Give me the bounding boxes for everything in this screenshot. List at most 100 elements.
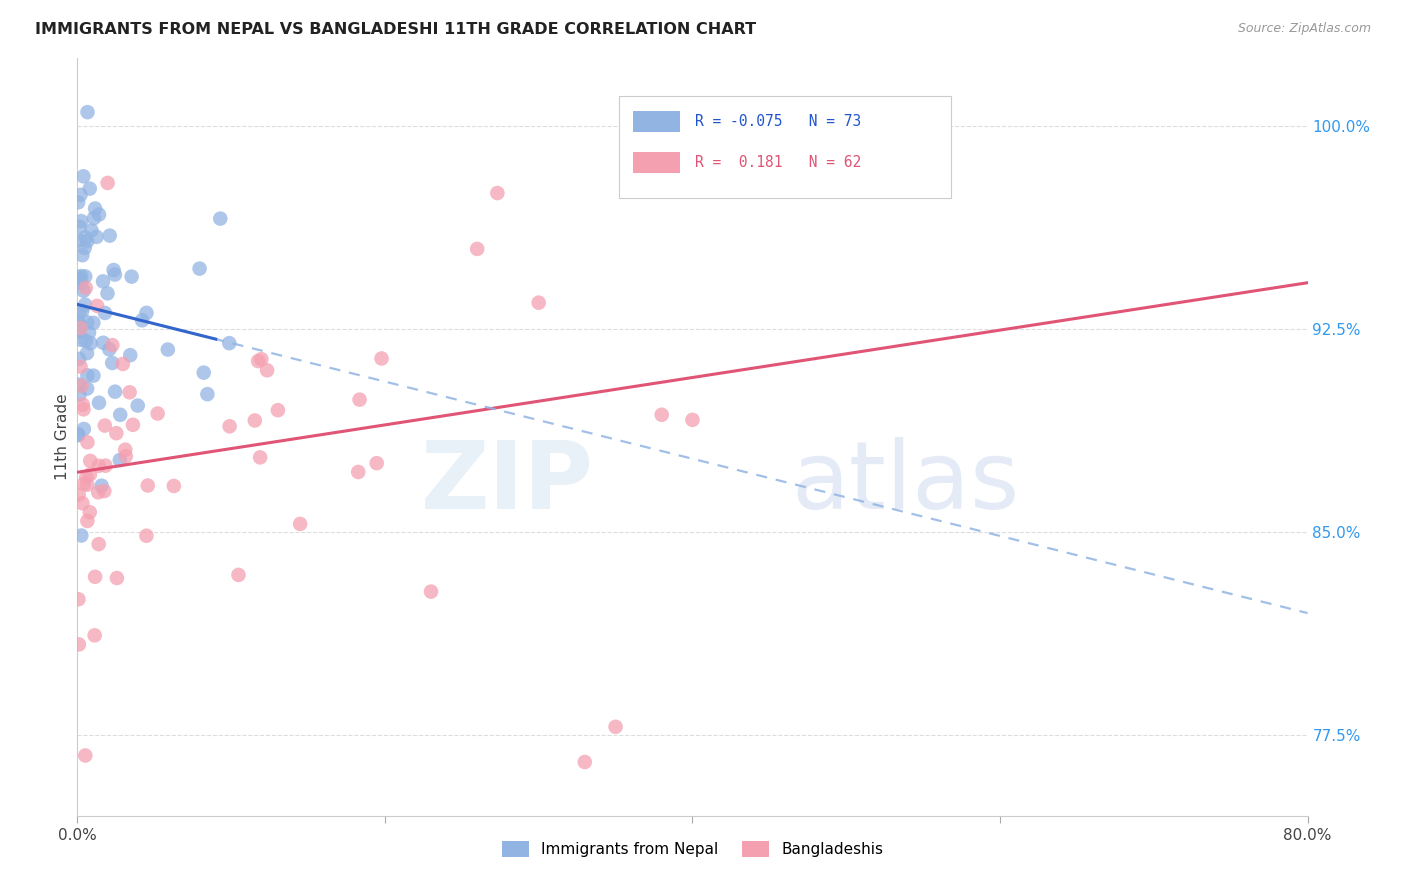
Point — [96, 286, 118, 301]
Text: atlas: atlas — [792, 436, 1019, 529]
Point — [98, 343, 121, 357]
Point — [136, 478, 159, 492]
Point — [75, 281, 97, 295]
Point — [250, 352, 273, 367]
Point — [67, 270, 90, 285]
Point — [574, 755, 596, 769]
Point — [70, 214, 93, 228]
Point — [82, 368, 104, 383]
Bar — [634, 152, 681, 173]
Point — [82, 316, 104, 330]
Point — [486, 186, 509, 200]
Point — [75, 334, 97, 348]
Point — [93, 484, 115, 499]
Point — [366, 456, 388, 470]
Point — [73, 422, 96, 436]
Text: Source: ZipAtlas.com: Source: ZipAtlas.com — [1237, 22, 1371, 36]
Point — [73, 476, 96, 491]
Point — [70, 528, 93, 542]
Point — [87, 396, 110, 410]
Point — [682, 413, 704, 427]
Point — [67, 316, 90, 330]
Point — [77, 326, 100, 340]
Point — [69, 323, 91, 337]
Point — [69, 272, 91, 286]
Point — [72, 169, 94, 184]
Point — [87, 208, 110, 222]
Point — [94, 458, 117, 473]
Point — [83, 211, 105, 226]
Point — [79, 467, 101, 482]
Point — [108, 408, 131, 422]
Bar — [634, 111, 681, 132]
Point — [76, 382, 98, 396]
Point — [76, 315, 98, 329]
Point — [347, 465, 370, 479]
Point — [72, 398, 94, 412]
Point — [91, 274, 114, 288]
Text: R =  0.181   N = 62: R = 0.181 N = 62 — [695, 155, 860, 170]
Point — [209, 211, 232, 226]
Point — [69, 187, 91, 202]
Point — [98, 228, 121, 243]
Point — [75, 230, 97, 244]
Point — [76, 514, 98, 528]
Point — [111, 357, 134, 371]
Point — [79, 336, 101, 351]
Point — [122, 417, 145, 432]
Point — [75, 269, 97, 284]
Point — [76, 435, 98, 450]
Point — [121, 269, 143, 284]
Point — [69, 321, 91, 335]
Point — [90, 479, 112, 493]
Point — [67, 316, 90, 330]
Point — [135, 306, 157, 320]
Point — [67, 234, 90, 248]
Point — [75, 748, 97, 763]
Point — [97, 176, 120, 190]
Point — [72, 248, 94, 262]
Point — [228, 568, 250, 582]
Point — [86, 230, 108, 244]
Y-axis label: 11th Grade: 11th Grade — [55, 393, 70, 481]
Point — [105, 571, 128, 585]
Point — [267, 403, 290, 417]
Point — [288, 516, 311, 531]
Point — [101, 356, 124, 370]
Point — [349, 392, 371, 407]
Point — [103, 263, 125, 277]
Point — [70, 379, 93, 393]
Point — [114, 450, 136, 464]
Point — [69, 359, 91, 374]
Point — [120, 348, 142, 362]
Point — [72, 402, 94, 417]
Point — [131, 313, 153, 327]
Point — [67, 592, 90, 607]
Point — [218, 336, 240, 351]
Point — [243, 413, 266, 427]
Point — [135, 529, 157, 543]
Point — [67, 637, 90, 651]
Point — [118, 385, 141, 400]
Point — [84, 202, 107, 216]
Point — [76, 346, 98, 360]
Point — [67, 377, 90, 392]
Point — [75, 298, 97, 312]
Point — [70, 333, 93, 347]
Point — [127, 399, 149, 413]
Point — [67, 428, 90, 442]
Point — [72, 496, 94, 510]
Point — [76, 368, 98, 383]
Point — [83, 628, 105, 642]
Point — [67, 351, 90, 366]
Point — [76, 105, 98, 120]
Point — [249, 450, 271, 465]
Point — [105, 426, 128, 441]
Point — [84, 570, 107, 584]
Point — [69, 388, 91, 402]
Point — [651, 408, 673, 422]
Point — [67, 325, 90, 339]
Point — [146, 407, 169, 421]
Legend: Immigrants from Nepal, Bangladeshis: Immigrants from Nepal, Bangladeshis — [495, 835, 890, 863]
Point — [605, 720, 627, 734]
